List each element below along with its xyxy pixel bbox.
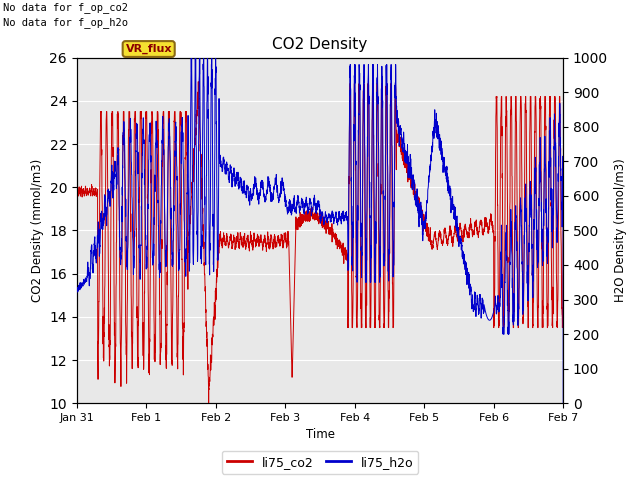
- Title: CO2 Density: CO2 Density: [273, 37, 367, 52]
- Y-axis label: H2O Density (mmol/m3): H2O Density (mmol/m3): [614, 158, 627, 302]
- Text: No data for f_op_co2: No data for f_op_co2: [3, 2, 128, 13]
- X-axis label: Time: Time: [305, 429, 335, 442]
- Text: No data for f_op_h2o: No data for f_op_h2o: [3, 17, 128, 28]
- Y-axis label: CO2 Density (mmol/m3): CO2 Density (mmol/m3): [31, 159, 44, 302]
- Text: VR_flux: VR_flux: [125, 44, 172, 54]
- Legend: li75_co2, li75_h2o: li75_co2, li75_h2o: [221, 451, 419, 474]
